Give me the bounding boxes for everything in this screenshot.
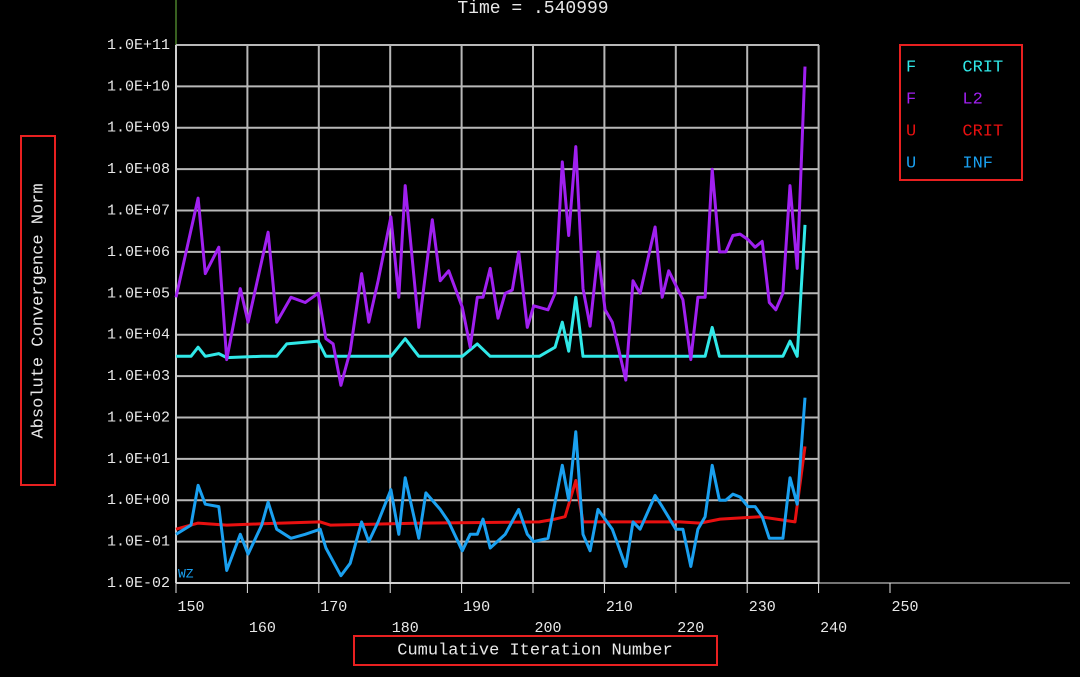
y-tick-label: 1.0E+07	[107, 203, 170, 220]
x-axis-label: Cumulative Iteration Number	[397, 641, 672, 660]
series-line	[175, 397, 807, 578]
x-tick-label: 200	[534, 620, 561, 637]
x-tick-label: 240	[820, 620, 847, 637]
legend-entry: U CRIT	[906, 122, 1003, 141]
series-line	[176, 224, 807, 360]
y-label-box	[20, 135, 56, 486]
legend-entry: F L2	[906, 90, 983, 109]
legend-entry: F CRIT	[906, 58, 1003, 77]
x-tick-label: 150	[177, 599, 204, 616]
y-tick-label: 1.0E+02	[107, 409, 170, 426]
x-tick-label: 210	[606, 599, 633, 616]
x-tick-label: 230	[749, 599, 776, 616]
y-axis-label: Absolute Convergence Norm	[29, 183, 48, 438]
x-tick-label: 250	[891, 599, 918, 616]
legend-entry: U INF	[906, 154, 993, 173]
y-tick-label: 1.0E+08	[107, 161, 170, 178]
y-tick-label: 1.0E+00	[107, 492, 170, 509]
x-tick-label: 160	[249, 620, 276, 637]
y-tick-label: 1.0E+09	[107, 120, 170, 137]
plot-title: Time = .540999	[457, 0, 608, 19]
series-line	[174, 66, 807, 387]
y-tick-label: 1.0E+11	[107, 37, 170, 54]
y-tick-label: 1.0E+05	[107, 285, 170, 302]
x-tick-label: 190	[463, 599, 490, 616]
series-line	[175, 446, 807, 531]
y-tick-label: 1.0E+03	[107, 368, 170, 385]
y-tick-label: 1.0E+01	[107, 451, 170, 468]
x-label-box	[353, 635, 718, 666]
annotation: WZ	[178, 566, 194, 581]
x-tick-label: 220	[677, 620, 704, 637]
x-tick-label: 170	[320, 599, 347, 616]
y-tick-label: 1.0E+04	[107, 327, 170, 344]
x-tick-label: 180	[392, 620, 419, 637]
y-tick-label: 1.0E-02	[107, 575, 170, 592]
y-tick-label: 1.0E+06	[107, 244, 170, 261]
legend-box	[899, 44, 1023, 181]
y-tick-label: 1.0E-01	[107, 534, 170, 551]
y-tick-label: 1.0E+10	[107, 78, 170, 95]
